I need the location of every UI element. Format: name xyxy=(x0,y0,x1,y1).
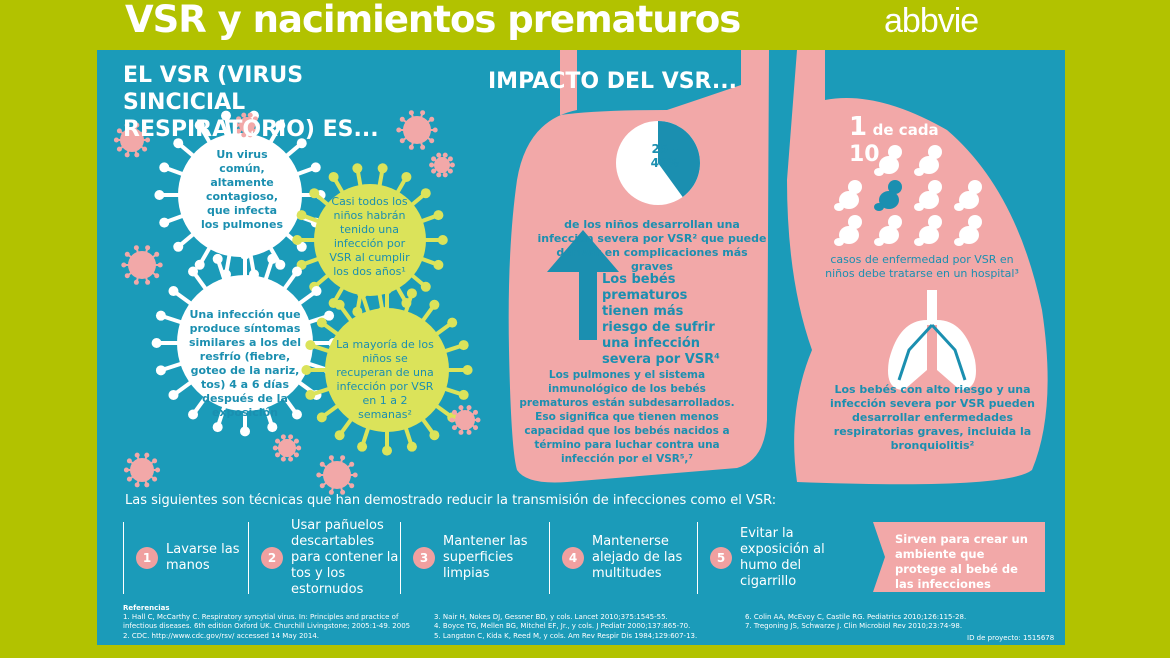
techniques-intro: Las siguientes son técnicas que han demo… xyxy=(125,493,777,508)
technique-step: 5 Evitar la exposición al humo del cigarr… xyxy=(697,522,857,594)
left-heading: EL VSR (VIRUS SINCICIAL RESPIRATORIO) ES… xyxy=(123,63,379,142)
lungs-icon xyxy=(888,290,976,390)
baby-icon xyxy=(914,145,942,176)
virus-pink-icon xyxy=(234,112,260,138)
illustration-layer xyxy=(113,50,1048,495)
virus-pink-icon xyxy=(123,452,161,488)
baby-icon xyxy=(954,180,982,211)
technique-step: 2 Usar pañuelos descartables para contene… xyxy=(248,518,400,597)
virus-pink-icon xyxy=(316,455,358,495)
right-lung-shape xyxy=(787,50,1048,485)
reference-3: 3. Nair H, Nokes DJ, Gessner BD, y cols.… xyxy=(434,613,668,621)
baby-icon xyxy=(874,215,902,246)
step-number-badge: 3 xyxy=(413,547,435,569)
baby-icon xyxy=(914,180,942,211)
project-id: ID de proyecto: 1515678 xyxy=(967,634,1055,642)
fact-recovery: La mayoría de los niños se recuperan de … xyxy=(336,338,434,421)
step-number-badge: 2 xyxy=(261,547,283,569)
pie-text: de los niños desarrollan una infección s… xyxy=(537,218,767,273)
left-lung-shape xyxy=(508,50,769,483)
step-label: Mantenerse alejado de las multitudes xyxy=(592,534,683,581)
virus-white-icon xyxy=(154,110,326,280)
virus-yellow-icon xyxy=(301,284,473,456)
risk-text: Los bebés prematuros tienen más riesgo d… xyxy=(602,272,720,367)
reference-6: 6. Colin AA, McEvoy C, Castile RG. Pedia… xyxy=(745,613,967,621)
fact-two-years: Casi todos los niños habrán tenido una i… xyxy=(329,195,410,278)
step-label: Mantener las superficies limpias xyxy=(443,534,528,581)
impact-heading: IMPACTO DEL VSR... xyxy=(488,69,737,94)
ratio-ten: 10 xyxy=(849,142,880,167)
step-number-badge: 1 xyxy=(136,547,158,569)
reference-5: 5. Langston C, Kida K, Reed M, y cols. A… xyxy=(434,632,698,640)
ratio-de-cada: de cada xyxy=(872,121,939,139)
page-title: VSR y nacimientos prematuros xyxy=(125,0,741,41)
step-label: Evitar la exposición al humo del cigarri… xyxy=(740,526,825,589)
reference-7: 7. Tregoning JS, Schwarze J. Clin Microb… xyxy=(745,622,963,630)
pie-label: 25 – 40% xyxy=(650,142,680,170)
baby-icon xyxy=(874,145,902,176)
virus-pink-icon xyxy=(113,122,151,158)
pie-slice-25-40 xyxy=(658,121,700,197)
baby-highlighted-icon xyxy=(874,180,902,211)
references-title: Referencias xyxy=(123,604,170,612)
ratio-one: 1 xyxy=(849,112,868,142)
technique-step: 1 Lavarse las manos xyxy=(123,522,248,594)
fact-symptoms: Una infección que produce síntomas simil… xyxy=(188,308,302,419)
baby-icon xyxy=(914,215,942,246)
virus-pink-icon xyxy=(449,405,481,435)
baby-icon xyxy=(954,215,982,246)
virus-pink-icon xyxy=(272,434,302,462)
infographic-panel: EL VSR (VIRUS SINCICIAL RESPIRATORIO) ES… xyxy=(97,50,1065,645)
virus-pink-icon xyxy=(396,110,438,150)
step-label: Lavarse las manos xyxy=(166,542,240,573)
step-number-badge: 4 xyxy=(562,547,584,569)
techniques-summary: Sirven para crear un ambiente que proteg… xyxy=(873,522,1045,592)
reference-1: 1. Hall C, McCarthy C. Respiratory syncy… xyxy=(123,613,411,630)
technique-step: 4 Mantenerse alejado de las multitudes xyxy=(549,522,697,594)
abbvie-logo: abbvie xyxy=(884,2,979,40)
step-label: Usar pañuelos descartables para contener… xyxy=(291,518,399,597)
fact-contagious: Un virus común, altamente contagioso, qu… xyxy=(200,148,284,231)
immune-text: Los pulmones y el sistema inmunológico d… xyxy=(519,369,735,465)
virus-yellow-icon xyxy=(292,163,448,317)
virus-pink-icon xyxy=(121,245,163,285)
technique-step: 3 Mantener las superficies limpias xyxy=(400,522,549,594)
virus-white-icon xyxy=(151,249,339,437)
ratio-label: 1 de cada xyxy=(849,112,939,142)
reference-4: 4. Boyce TG, Mellen BG, Mitchel EF, Jr.,… xyxy=(434,622,691,630)
hospital-text: casos de enfermedad por VSR en niños deb… xyxy=(825,253,1019,280)
step-number-badge: 5 xyxy=(710,547,732,569)
bronchiolitis-text: Los bebés con alto riesgo y una infecció… xyxy=(830,383,1035,452)
virus-pink-icon xyxy=(429,152,455,178)
reference-2: 2. CDC. http://www.cdc.gov/rsv/ accessed… xyxy=(123,632,319,640)
baby-icon xyxy=(834,180,862,211)
up-arrow-icon xyxy=(547,230,619,340)
baby-icon xyxy=(834,215,862,246)
